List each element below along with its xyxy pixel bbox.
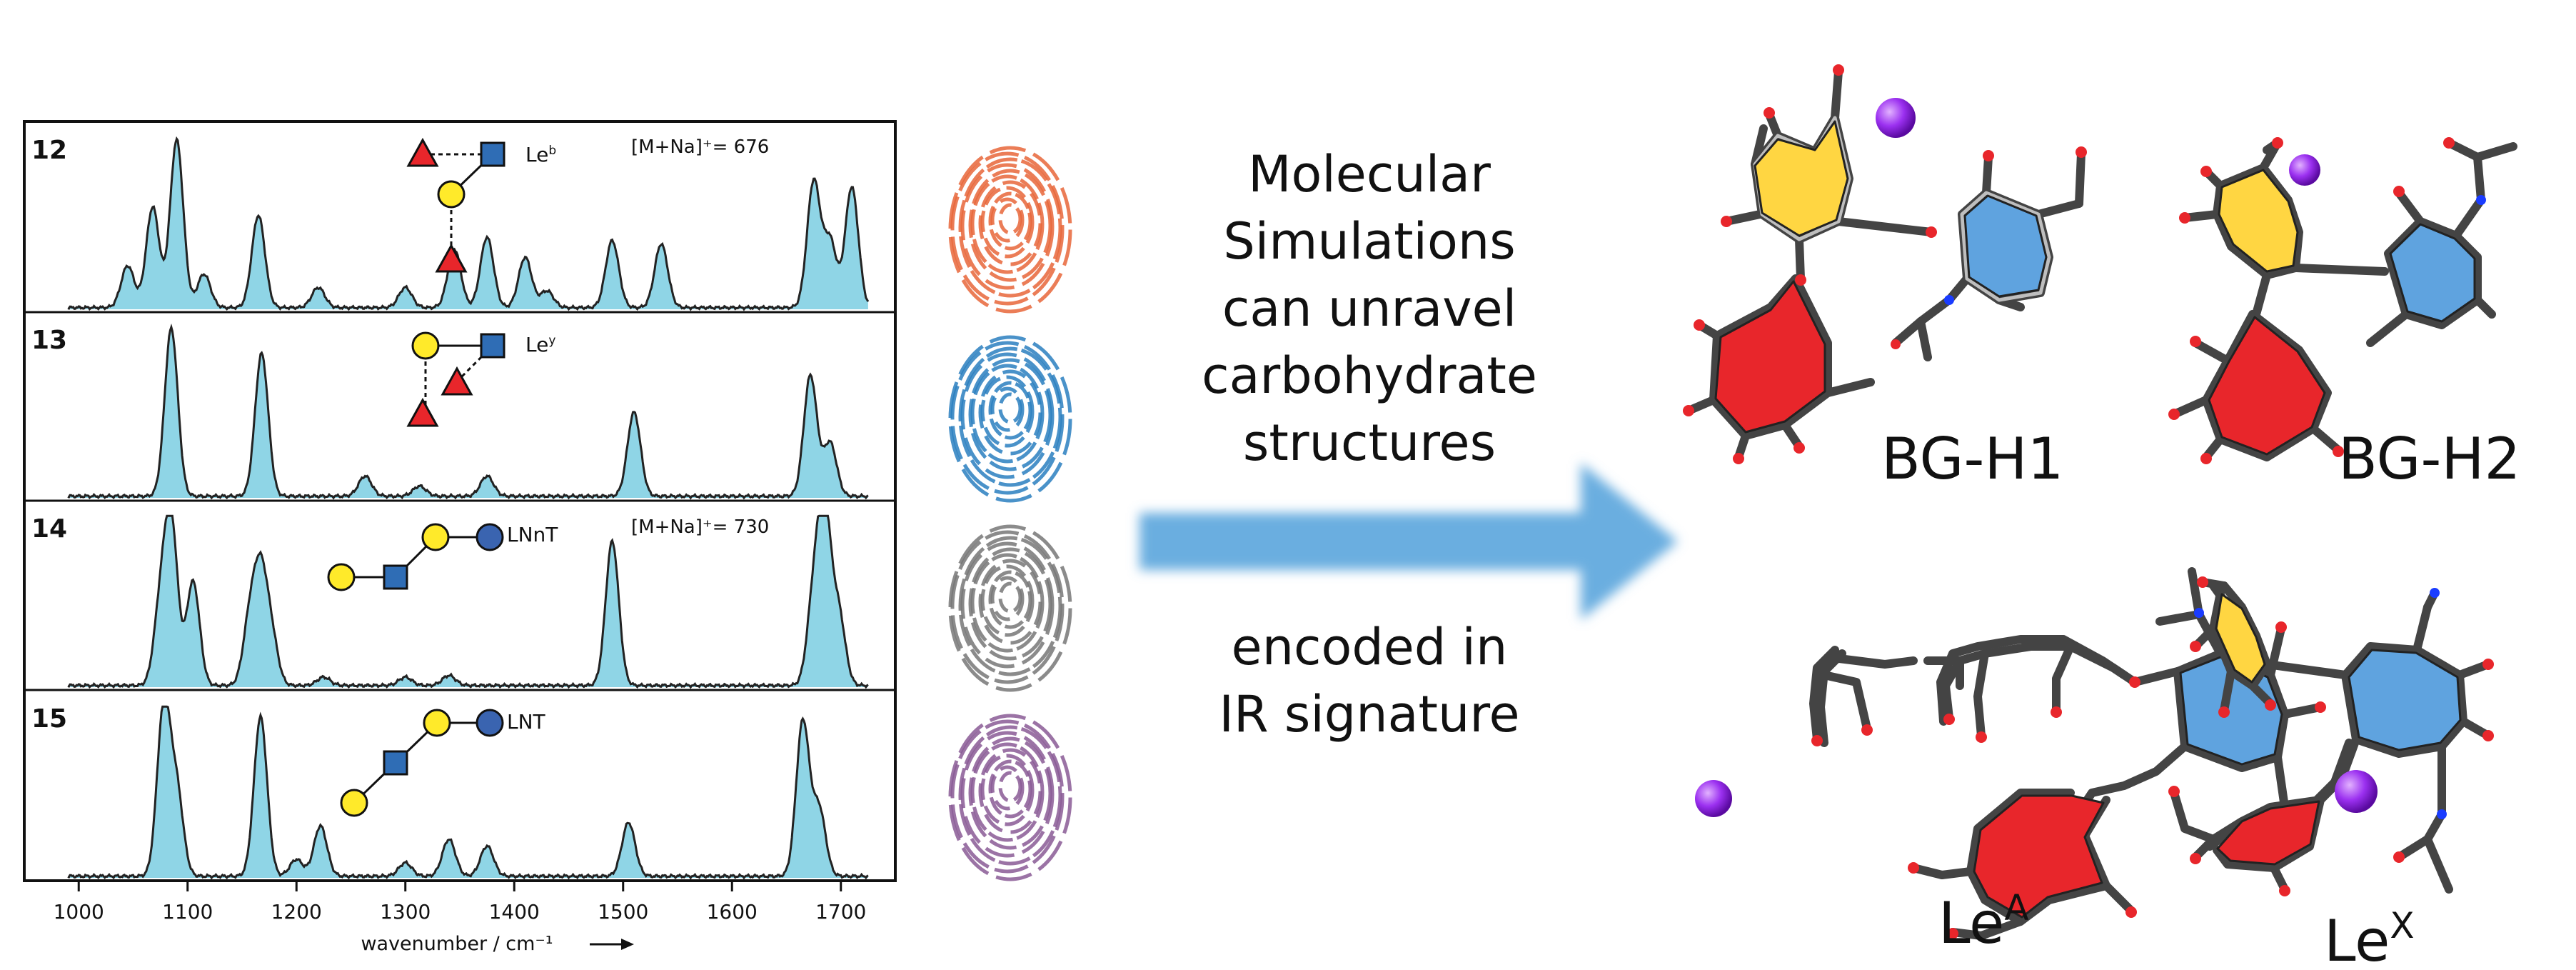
- spectrum-line-15: [67, 705, 869, 880]
- structure-label: LeX: [2324, 905, 2415, 970]
- structure-label: LeA: [1938, 887, 2029, 956]
- glycan-symbol-ley: [406, 331, 505, 427]
- galactose-circle: [327, 563, 356, 591]
- caption-line: carbohydrate: [1202, 346, 1537, 405]
- fucose-ring: [1714, 280, 1826, 434]
- mass-label: [M+Na]⁺= 730: [631, 516, 769, 538]
- spectra-series-group: [67, 136, 870, 880]
- molecular-structures: BG-H1: [1683, 64, 2520, 970]
- glycan-name: Leb: [525, 143, 556, 166]
- caption-line: encoded in: [1232, 618, 1508, 676]
- caption-line: can unravel: [1222, 279, 1516, 338]
- spectrum-line-13: [67, 324, 869, 500]
- glcnac-square: [383, 750, 408, 776]
- glycan-symbol-lnt: [340, 709, 504, 817]
- blue-arrow-icon: [1139, 463, 1678, 620]
- fucose-triangle: [406, 137, 439, 167]
- galactose-circle: [437, 180, 466, 209]
- fucose-triangle: [441, 366, 473, 396]
- panel-id: 15: [31, 704, 67, 734]
- fingerprint-icon: [948, 524, 1072, 692]
- fucose-ring: [2208, 316, 2326, 456]
- sodium-ion: [1876, 98, 1916, 138]
- fucose-ring: [2216, 800, 2320, 866]
- x-tick-label: 1300: [380, 900, 431, 924]
- structure-bg-h1: BG-H1: [1683, 64, 2087, 492]
- panel-id: 14: [31, 514, 67, 544]
- spectrum-area-15: [68, 706, 868, 878]
- glcnac-ring: [2348, 649, 2462, 751]
- caption-line: Molecular: [1248, 145, 1491, 204]
- glycan-symbol-leb: [406, 137, 505, 273]
- fucose-triangle: [406, 397, 439, 427]
- glycan-name: LNnT: [507, 523, 558, 546]
- galactose-ring: [2218, 169, 2299, 273]
- x-tick-label: 1200: [271, 900, 322, 924]
- glcnac-square: [480, 141, 505, 167]
- x-tick-label: 1100: [162, 900, 213, 924]
- fingerprint-icon: [948, 714, 1072, 881]
- x-tick-label: 1000: [54, 900, 104, 924]
- transition-arrow: [1139, 463, 1678, 620]
- glycan-symbol-lnnt: [327, 523, 504, 591]
- sodium-ion: [2335, 770, 2378, 813]
- galactose-circle: [340, 789, 368, 817]
- arrow-caption-upper: Molecular Simulations can unravel carboh…: [1202, 145, 1537, 472]
- glcnac-square: [480, 333, 505, 359]
- galactose-ring: [2215, 593, 2266, 684]
- galactose-circle: [423, 709, 451, 737]
- fucose-ring: [1973, 794, 2105, 919]
- sodium-ion: [2289, 154, 2320, 186]
- spectrum-line-12: [67, 136, 870, 311]
- glucose-circle: [476, 523, 504, 551]
- fingerprint-icon: [948, 335, 1072, 503]
- x-tick-label: 1500: [598, 900, 648, 924]
- caption-line: structures: [1243, 414, 1496, 472]
- caption-line: Simulations: [1223, 212, 1515, 271]
- arrow-right-icon: [590, 939, 634, 950]
- glycan-name: LNT: [507, 710, 546, 734]
- x-tick-label: 1700: [815, 900, 866, 924]
- arrow-caption-lower: encoded in IR signature: [1219, 618, 1519, 744]
- panel-id: 12: [31, 136, 67, 165]
- x-tick-label: 1600: [707, 900, 758, 924]
- x-axis: 1000 1100 1200 1300 1400 1500 1600 1700: [54, 881, 866, 924]
- panel-id: 13: [31, 326, 67, 355]
- structure-label: BG-H2: [2338, 426, 2520, 492]
- spectrum-line-14: [67, 514, 869, 689]
- ir-spectra-panel: 12 13 14 15 Leb Ley LNnT LNT [M+Na]⁺= 67…: [23, 120, 897, 955]
- caption-line: IR signature: [1219, 685, 1519, 744]
- galactose-ring: [1754, 120, 1849, 237]
- structure-le-x: LeX: [2168, 576, 2494, 970]
- glycan-name: Ley: [525, 333, 555, 356]
- x-axis-label: wavenumber / cm⁻¹: [361, 933, 553, 955]
- sodium-ion: [1695, 780, 1732, 817]
- glcnac-ring: [1963, 194, 2048, 298]
- glcnac-square: [383, 564, 408, 590]
- x-tick-label: 1400: [489, 900, 540, 924]
- mass-label: [M+Na]⁺= 676: [631, 136, 769, 158]
- spectrum-area-14: [68, 516, 868, 687]
- fingerprint-column: [948, 146, 1072, 881]
- structure-bg-h2: BG-H2: [2168, 137, 2520, 492]
- spectrum-area-12: [68, 139, 868, 309]
- glcnac-ring: [2389, 223, 2476, 323]
- glucose-circle: [476, 709, 504, 737]
- galactose-circle: [421, 523, 450, 551]
- spectrum-area-13: [68, 327, 868, 498]
- structure-label: BG-H1: [1881, 426, 2063, 492]
- galactose-circle: [411, 331, 440, 360]
- fucose-triangle: [435, 243, 468, 273]
- fingerprint-icon: [948, 146, 1072, 314]
